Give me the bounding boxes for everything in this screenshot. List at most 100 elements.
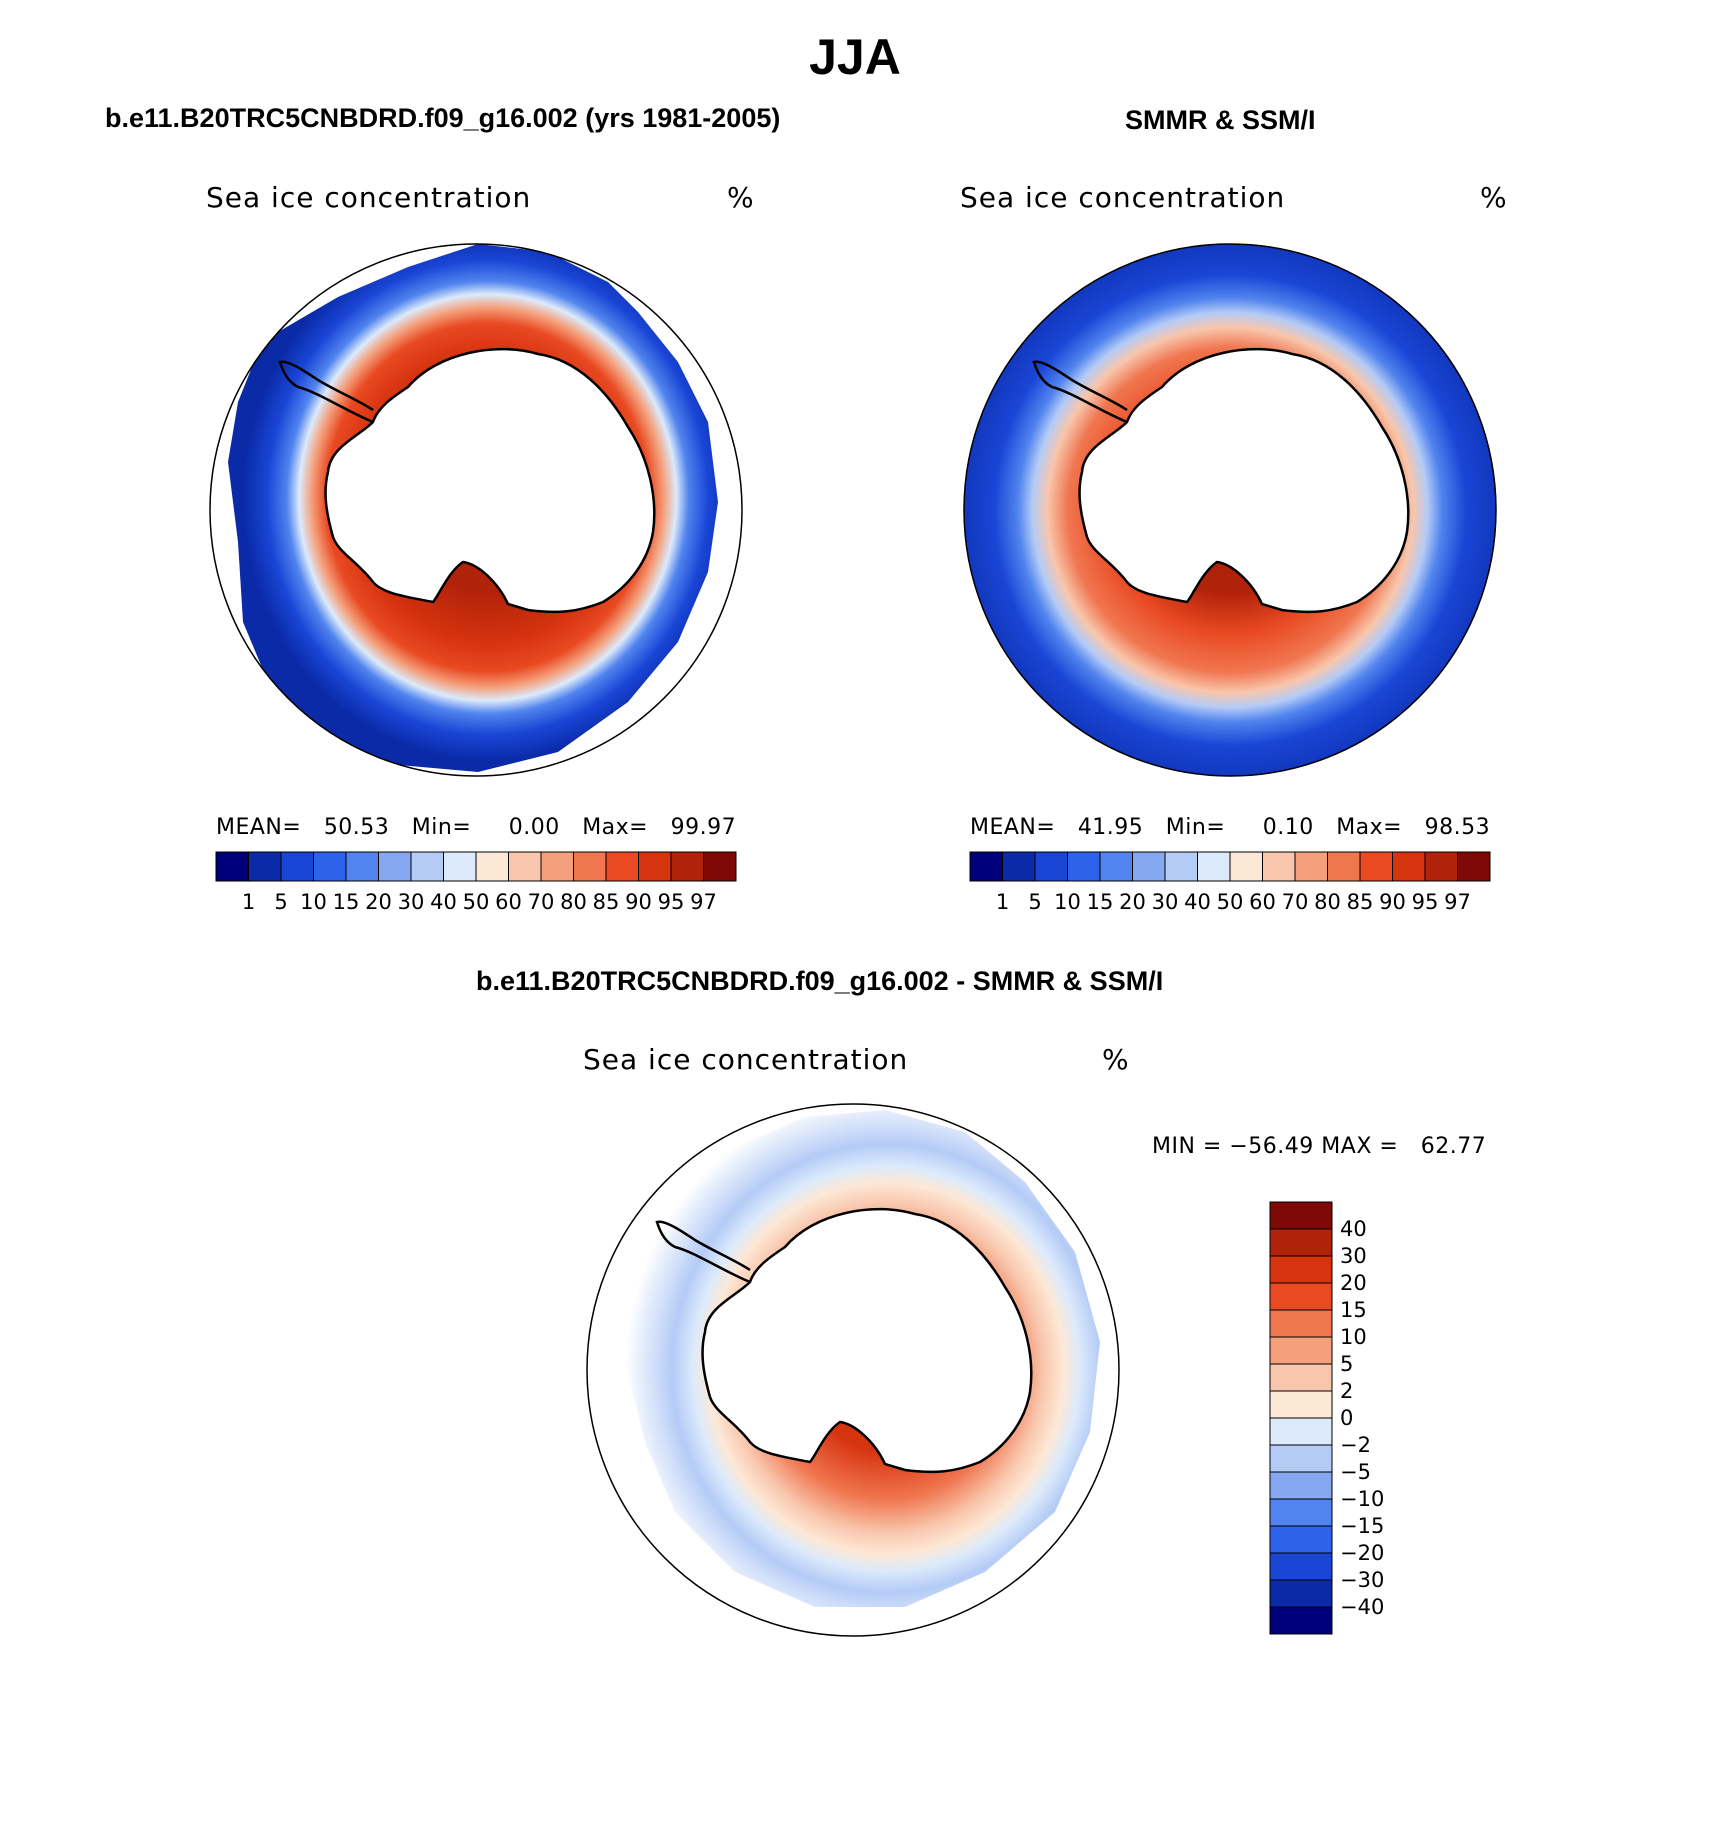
colorbar-box-diff-2: [1269, 1255, 1333, 1284]
colorbar-box-obs-7: [1197, 851, 1231, 882]
colorbar-tick-model-13: 95: [657, 890, 685, 914]
colorbar-box-obs-9: [1262, 851, 1296, 882]
colorbar-tick-diff-1: 30: [1340, 1244, 1367, 1268]
colorbar-tick-model-10: 80: [560, 890, 587, 914]
colorbar-ticks-obs: 1 5 10 15 20 30 40 50 60 70 80 85 90 95 97: [970, 890, 1490, 916]
colorbar-box-model-12: [605, 851, 639, 882]
colorbar-box-obs-10: [1294, 851, 1328, 882]
colorbar-box-obs-8: [1229, 851, 1263, 882]
stats-model: MEAN= 50.53 Min= 0.00 Max= 99.97: [216, 815, 737, 840]
colorbar-box-diff-11: [1269, 1498, 1333, 1527]
colorbar-tick-model-8: 60: [495, 890, 522, 914]
colorbar-tick-model-0: 1: [241, 890, 256, 914]
antarctica-obs: [1078, 347, 1410, 614]
colorbar-tick-diff-14: −40: [1340, 1595, 1385, 1619]
stats-diff: MIN = −56.49 MAX = 62.77: [1152, 1134, 1487, 1159]
colorbar-box-model-6: [410, 851, 444, 882]
colorbar-box-obs-4: [1099, 851, 1133, 882]
colorbar-tick-model-6: 40: [430, 890, 457, 914]
polar-map-model: [209, 243, 743, 777]
colorbar-tick-diff-12: −20: [1340, 1541, 1385, 1565]
colorbar-tick-obs-14: 97: [1444, 890, 1471, 914]
peninsula-model: [278, 360, 374, 424]
colorbar-box-model-0: [215, 851, 249, 882]
colorbar-tick-obs-7: 50: [1216, 890, 1244, 914]
colorbar-tick-obs-1: 5: [1028, 890, 1042, 914]
colorbar-tick-obs-5: 30: [1151, 890, 1179, 914]
colorbar-tick-model-7: 50: [462, 890, 490, 914]
peninsula-diff: [655, 1220, 751, 1284]
colorbar-box-diff-14: [1269, 1579, 1333, 1608]
panel-title-model: b.e11.B20TRC5CNBDRD.f09_g16.002 (yrs 198…: [105, 103, 781, 133]
colorbar-box-obs-14: [1424, 851, 1458, 882]
colorbar-model: [215, 851, 737, 882]
panel-title-obs: SMMR & SSM/I: [1125, 105, 1316, 135]
antarctica-diff: [701, 1207, 1033, 1474]
colorbar-box-diff-4: [1269, 1309, 1333, 1338]
colorbar-box-model-9: [508, 851, 542, 882]
colorbar-box-model-8: [475, 851, 509, 882]
plot-label-diff: Sea ice concentration: [583, 1043, 909, 1076]
stats-obs: MEAN= 41.95 Min= 0.10 Max= 98.53: [970, 815, 1491, 840]
colorbar-tick-obs-0: 1: [995, 890, 1010, 914]
colorbar-box-model-11: [573, 851, 607, 882]
colorbar-box-diff-8: [1269, 1417, 1333, 1446]
peninsula-obs: [1032, 360, 1128, 424]
colorbar-box-diff-15: [1269, 1606, 1333, 1635]
colorbar-tick-diff-7: 0: [1340, 1406, 1354, 1430]
colorbar-box-model-15: [703, 851, 737, 882]
unit-label-obs: %: [1480, 181, 1507, 214]
colorbar-tick-diff-8: −2: [1340, 1433, 1371, 1457]
colorbar-tick-model-2: 10: [300, 890, 327, 914]
colorbar-tick-diff-9: −5: [1340, 1460, 1371, 1484]
colorbar-box-diff-3: [1269, 1282, 1333, 1311]
colorbar-tick-obs-9: 70: [1281, 890, 1309, 914]
antarctica-model: [324, 347, 656, 614]
colorbar-tick-obs-10: 80: [1314, 890, 1341, 914]
colorbar-tick-diff-13: −30: [1340, 1568, 1385, 1592]
colorbar-obs: [969, 851, 1491, 882]
colorbar-tick-diff-5: 5: [1340, 1352, 1354, 1376]
colorbar-tick-model-11: 85: [592, 890, 620, 914]
colorbar-box-diff-7: [1269, 1390, 1333, 1419]
colorbar-box-model-7: [443, 851, 477, 882]
colorbar-box-diff-10: [1269, 1471, 1333, 1500]
colorbar-tick-diff-3: 15: [1340, 1298, 1367, 1322]
colorbar-tick-diff-0: 40: [1340, 1217, 1367, 1241]
colorbar-box-model-10: [540, 851, 574, 882]
colorbar-box-model-2: [280, 851, 314, 882]
colorbar-tick-diff-4: 10: [1340, 1325, 1367, 1349]
colorbar-tick-model-3: 15: [332, 890, 360, 914]
colorbar-ticks-model: 1 5 10 15 20 30 40 50 60 70 80 85 90 95 97: [216, 890, 736, 916]
colorbar-box-diff-1: [1269, 1228, 1333, 1257]
colorbar-tick-model-9: 70: [527, 890, 555, 914]
polar-map-obs: [963, 243, 1497, 777]
colorbar-box-obs-13: [1392, 851, 1426, 882]
colorbar-box-obs-6: [1164, 851, 1198, 882]
colorbar-box-obs-1: [1002, 851, 1036, 882]
colorbar-tick-model-5: 30: [397, 890, 425, 914]
colorbar-box-model-13: [638, 851, 672, 882]
colorbar-box-diff-0: [1269, 1201, 1333, 1230]
colorbar-diff: [1269, 1201, 1333, 1635]
colorbar-tick-model-4: 20: [365, 890, 392, 914]
unit-label-model: %: [727, 181, 754, 214]
colorbar-tick-diff-11: −15: [1340, 1514, 1385, 1538]
colorbar-box-model-3: [313, 851, 347, 882]
colorbar-box-model-1: [248, 851, 282, 882]
colorbar-box-diff-13: [1269, 1552, 1333, 1581]
colorbar-tick-model-1: 5: [274, 890, 288, 914]
colorbar-box-model-5: [378, 851, 412, 882]
unit-label-diff: %: [1102, 1043, 1129, 1076]
colorbar-tick-obs-2: 10: [1054, 890, 1081, 914]
colorbar-box-diff-5: [1269, 1336, 1333, 1365]
colorbar-tick-obs-3: 15: [1086, 890, 1114, 914]
page-title: JJA: [809, 29, 901, 85]
colorbar-tick-obs-4: 20: [1119, 890, 1146, 914]
plot-label-model: Sea ice concentration: [206, 181, 532, 214]
colorbar-tick-obs-12: 90: [1379, 890, 1406, 914]
colorbar-tick-model-14: 97: [690, 890, 717, 914]
colorbar-box-obs-2: [1034, 851, 1068, 882]
colorbar-box-model-14: [670, 851, 704, 882]
colorbar-tick-diff-6: 2: [1340, 1379, 1354, 1403]
